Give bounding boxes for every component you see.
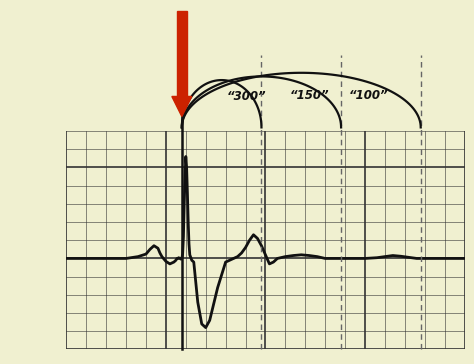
Text: “300”: “300” (227, 90, 266, 103)
Text: “100”: “100” (349, 89, 388, 102)
Text: “150”: “150” (290, 89, 329, 102)
Text: INICIAL: INICIAL (177, 32, 187, 75)
